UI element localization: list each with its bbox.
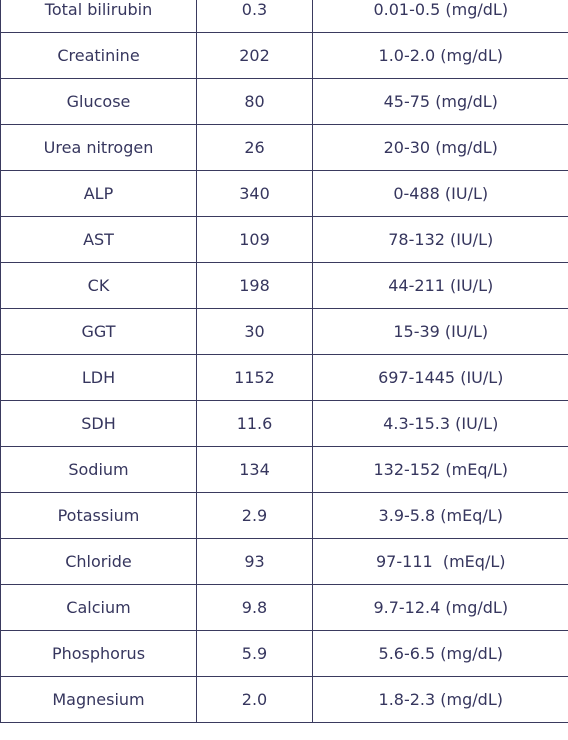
table-row: Glucose 80 45-75 (mg/dL) [1, 79, 568, 125]
reference-range-cell: 1.0-2.0 (mg/dL) [313, 33, 568, 79]
analyte-cell: Potassium [1, 493, 197, 539]
reference-range-cell: 44-211 (IU/L) [313, 263, 568, 309]
table-row: Creatinine 202 1.0-2.0 (mg/dL) [1, 33, 568, 79]
analyte-cell: SDH [1, 401, 197, 447]
lab-results-table: Total bilirubin 0.3 0.01-0.5 (mg/dL) Cre… [0, 0, 568, 723]
table-row: Sodium 134 132-152 (mEq/L) [1, 447, 568, 493]
analyte-cell: Magnesium [1, 677, 197, 723]
table-row: SDH 11.6 4.3-15.3 (IU/L) [1, 401, 568, 447]
value-cell: 2.9 [197, 493, 313, 539]
reference-range-cell: 97-111 (mEq/L) [313, 539, 568, 585]
table-row: ALP 340 0-488 (IU/L) [1, 171, 568, 217]
analyte-cell: Creatinine [1, 33, 197, 79]
value-cell: 134 [197, 447, 313, 493]
value-cell: 26 [197, 125, 313, 171]
reference-range-cell: 5.6-6.5 (mg/dL) [313, 631, 568, 677]
table-row: GGT 30 15-39 (IU/L) [1, 309, 568, 355]
reference-range-cell: 132-152 (mEq/L) [313, 447, 568, 493]
table-row: Urea nitrogen 26 20-30 (mg/dL) [1, 125, 568, 171]
analyte-cell: LDH [1, 355, 197, 401]
table-row: Calcium 9.8 9.7-12.4 (mg/dL) [1, 585, 568, 631]
analyte-cell: Glucose [1, 79, 197, 125]
reference-range-cell: 45-75 (mg/dL) [313, 79, 568, 125]
analyte-cell: Sodium [1, 447, 197, 493]
reference-range-cell: 4.3-15.3 (IU/L) [313, 401, 568, 447]
analyte-cell: Urea nitrogen [1, 125, 197, 171]
table-row: Chloride 93 97-111 (mEq/L) [1, 539, 568, 585]
analyte-cell: Phosphorus [1, 631, 197, 677]
value-cell: 2.0 [197, 677, 313, 723]
value-cell: 1152 [197, 355, 313, 401]
value-cell: 30 [197, 309, 313, 355]
table-row: AST 109 78-132 (IU/L) [1, 217, 568, 263]
value-cell: 5.9 [197, 631, 313, 677]
table-row: Potassium 2.9 3.9-5.8 (mEq/L) [1, 493, 568, 539]
analyte-cell: Calcium [1, 585, 197, 631]
reference-range-cell: 0.01-0.5 (mg/dL) [313, 0, 568, 33]
value-cell: 198 [197, 263, 313, 309]
reference-range-cell: 0-488 (IU/L) [313, 171, 568, 217]
table-row: Phosphorus 5.9 5.6-6.5 (mg/dL) [1, 631, 568, 677]
reference-range-cell: 1.8-2.3 (mg/dL) [313, 677, 568, 723]
analyte-cell: CK [1, 263, 197, 309]
table-row: LDH 1152 697-1445 (IU/L) [1, 355, 568, 401]
value-cell: 93 [197, 539, 313, 585]
reference-range-cell: 3.9-5.8 (mEq/L) [313, 493, 568, 539]
value-cell: 340 [197, 171, 313, 217]
value-cell: 0.3 [197, 0, 313, 33]
reference-range-cell: 9.7-12.4 (mg/dL) [313, 585, 568, 631]
analyte-cell: ALP [1, 171, 197, 217]
value-cell: 109 [197, 217, 313, 263]
reference-range-cell: 78-132 (IU/L) [313, 217, 568, 263]
reference-range-cell: 20-30 (mg/dL) [313, 125, 568, 171]
table-row: CK 198 44-211 (IU/L) [1, 263, 568, 309]
value-cell: 9.8 [197, 585, 313, 631]
analyte-cell: Chloride [1, 539, 197, 585]
value-cell: 80 [197, 79, 313, 125]
table-row: Magnesium 2.0 1.8-2.3 (mg/dL) [1, 677, 568, 723]
analyte-cell: AST [1, 217, 197, 263]
reference-range-cell: 697-1445 (IU/L) [313, 355, 568, 401]
lab-results-table-container: Total bilirubin 0.3 0.01-0.5 (mg/dL) Cre… [0, 0, 568, 723]
analyte-cell: Total bilirubin [1, 0, 197, 33]
analyte-cell: GGT [1, 309, 197, 355]
value-cell: 11.6 [197, 401, 313, 447]
value-cell: 202 [197, 33, 313, 79]
table-row: Total bilirubin 0.3 0.01-0.5 (mg/dL) [1, 0, 568, 33]
reference-range-cell: 15-39 (IU/L) [313, 309, 568, 355]
